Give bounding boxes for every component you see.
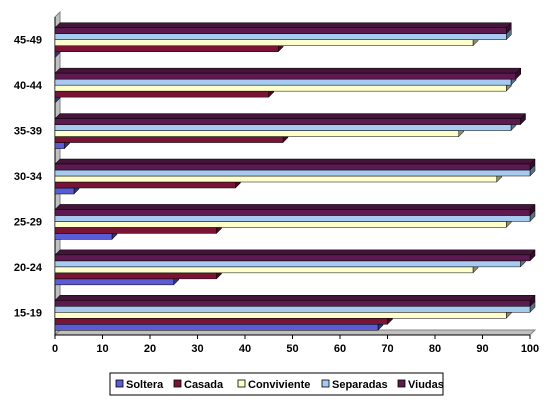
y-tick-label: 20-24 (14, 262, 43, 274)
bar-front-face (54, 130, 459, 137)
legend-swatch (397, 379, 406, 388)
legend-label: Separadas (332, 379, 388, 391)
bar-front-face (54, 300, 531, 307)
bar-front-face (54, 33, 507, 40)
bar-front-face (54, 187, 75, 195)
bar-front-face (54, 312, 507, 319)
x-tick-label: 30 (191, 343, 203, 355)
x-tick-label: 60 (334, 343, 346, 355)
bar-front-face (54, 318, 388, 325)
x-tick-label: 20 (144, 343, 156, 355)
legend-box (109, 372, 444, 396)
bar (54, 112, 527, 126)
y-tick-label: 45-49 (14, 35, 42, 47)
bar-front-face (54, 118, 521, 125)
bar (54, 294, 536, 307)
bar-top-face (54, 295, 536, 301)
bar-top-face (54, 22, 512, 28)
x-tick-label: 80 (429, 343, 441, 355)
legend-swatch (173, 379, 182, 388)
legend-label: Soltera (126, 379, 164, 391)
bars (54, 22, 536, 331)
bar-top-face (54, 67, 522, 74)
bar-front-face (54, 175, 497, 183)
y-tick-label: 35-39 (14, 126, 42, 138)
legend-swatch (237, 379, 246, 388)
legend-label: Viudas (408, 379, 444, 391)
legend-swatch (321, 379, 330, 388)
bar (54, 22, 512, 35)
bar-front-face (54, 266, 474, 274)
bar-front-face (54, 181, 236, 189)
bar-front-face (54, 90, 269, 98)
x-axis: 0 10 20 30 40 50 60 70 80 90 100 (52, 335, 539, 355)
y-tick-label: 30-34 (14, 171, 43, 183)
y-tick-label: 15-19 (14, 307, 42, 319)
x-tick-label: 10 (96, 343, 108, 355)
bar-front-face (54, 39, 474, 46)
bar (54, 67, 522, 80)
bar-front-face (54, 215, 531, 222)
y-tick-label: 40-44 (14, 80, 43, 92)
bar-front-face (54, 278, 174, 286)
bar-front-face (54, 163, 531, 171)
bar-front-face (54, 78, 512, 86)
bar-top-face (54, 204, 536, 210)
y-axis: 15-19 20-24 25-29 30-34 35-39 40-44 45-49 (14, 35, 43, 320)
bar-front-face (54, 233, 113, 240)
bar-front-face (54, 227, 217, 234)
bar-front-face (54, 306, 531, 313)
bar (54, 203, 536, 217)
bar-front-face (54, 124, 512, 131)
bar-top-face (54, 158, 536, 165)
bar (54, 158, 536, 171)
floor (53, 329, 537, 336)
bar-top-face (54, 249, 536, 256)
x-tick-label: 50 (286, 343, 298, 355)
bar-front-face (54, 324, 379, 331)
bar-front-face (54, 142, 65, 149)
legend-label: Casada (184, 379, 224, 391)
bar (54, 249, 536, 262)
bar-front-face (54, 136, 284, 143)
bar-front-face (54, 254, 531, 262)
bar-front-face (54, 27, 507, 34)
x-tick-label: 90 (476, 343, 488, 355)
bar-front-face (54, 209, 531, 216)
bar-front-face (54, 221, 507, 228)
legend-swatch (115, 379, 124, 388)
bar-front-face (54, 84, 507, 92)
x-tick-label: 40 (239, 343, 251, 355)
x-tick-label: 100 (521, 343, 539, 355)
bar-front-face (54, 45, 279, 52)
bar-front-face (54, 260, 521, 268)
bar-front-face (54, 72, 516, 80)
bar-front-face (54, 272, 217, 280)
bar-front-face (54, 169, 531, 177)
y-tick-label: 25-29 (14, 216, 42, 228)
x-tick-label: 70 (381, 343, 393, 355)
legend: Soltera Casada Conviviente Separadas Viudas (109, 372, 444, 396)
x-tick-label: 0 (52, 343, 58, 355)
bar-top-face (54, 113, 527, 119)
legend-label: Conviviente (248, 379, 310, 391)
